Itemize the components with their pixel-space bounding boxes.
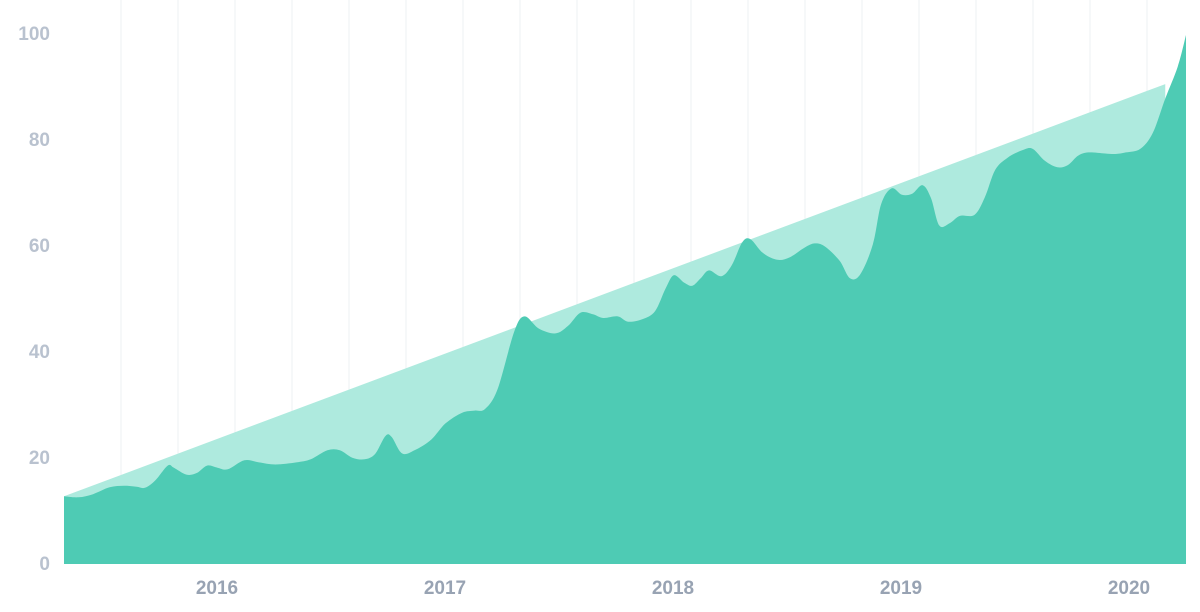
y-tick-label: 20 <box>29 448 50 469</box>
x-tick-label: 2019 <box>880 578 922 599</box>
y-tick-label: 100 <box>18 24 50 45</box>
y-tick-label: 40 <box>29 342 50 363</box>
x-tick-label: 2020 <box>1108 578 1150 599</box>
y-axis: 0 20 40 60 80 100 <box>18 24 50 575</box>
y-tick-label: 80 <box>29 130 50 151</box>
x-axis: 2016 2017 2018 2019 2020 <box>196 578 1150 599</box>
x-tick-label: 2018 <box>652 578 694 599</box>
actual-area <box>64 35 1186 564</box>
y-tick-label: 0 <box>39 554 50 575</box>
x-tick-label: 2016 <box>196 578 238 599</box>
y-tick-label: 60 <box>29 236 50 257</box>
x-tick-label: 2017 <box>424 578 466 599</box>
